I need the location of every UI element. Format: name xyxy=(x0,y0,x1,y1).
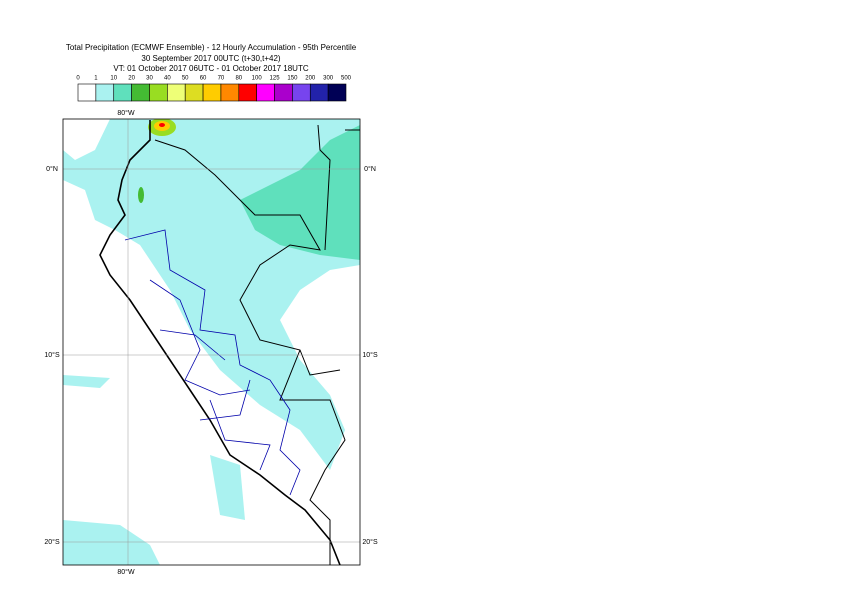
colorbar-box xyxy=(256,83,275,102)
map xyxy=(63,119,360,565)
colorbar-tick-label: 40 xyxy=(164,76,171,82)
colorbar-tick-label: 125 xyxy=(270,76,281,82)
dry-area xyxy=(63,119,110,160)
precip-area xyxy=(138,187,144,203)
subtitle: 30 September 2017 00UTC (t+30,t+42) xyxy=(141,54,281,63)
colorbar-tick-label: 1 xyxy=(94,76,98,82)
precip-area xyxy=(63,375,110,388)
colorbar-box xyxy=(184,83,204,102)
colorbar-tick-label: 80 xyxy=(235,76,242,82)
colorbar-box xyxy=(149,83,168,102)
colorbar-tick-label: 200 xyxy=(305,76,316,82)
colorbar-tick-label: 300 xyxy=(323,76,334,82)
colorbar-box xyxy=(77,83,97,102)
region-border xyxy=(124,229,301,496)
colorbar-box xyxy=(327,83,347,102)
title: Total Precipitation (ECMWF Ensemble) - 1… xyxy=(66,43,357,52)
colorbar-tick-label: 20 xyxy=(128,76,135,82)
lat-label: 20°S xyxy=(44,538,60,546)
coastline xyxy=(99,120,341,565)
colorbar-box xyxy=(309,83,329,102)
precip-area xyxy=(210,455,245,520)
lon-label: 80°W xyxy=(117,109,135,117)
colorbar-box xyxy=(113,83,132,102)
lat-label: 20°S xyxy=(362,538,378,546)
lat-label: 10°S xyxy=(362,351,378,359)
precip-area xyxy=(159,123,165,127)
colorbar-tick-label: 60 xyxy=(200,76,207,82)
valid-time: VT: 01 October 2017 06UTC - 01 October 2… xyxy=(113,64,308,73)
lat-label: 0°N xyxy=(364,165,376,173)
colorbar-tick-label: 70 xyxy=(218,76,225,82)
colorbar-box xyxy=(167,83,186,102)
precip-area xyxy=(240,125,360,260)
colorbar-box xyxy=(220,83,240,102)
colorbar-tick-label: 100 xyxy=(252,76,263,82)
colorbar-tick-label: 30 xyxy=(146,76,153,82)
colorbar-box xyxy=(95,83,115,102)
colorbar-tick-label: 150 xyxy=(287,76,298,82)
lat-label: 0°N xyxy=(46,165,58,173)
colorbar-box xyxy=(292,83,311,102)
colorbar-box xyxy=(238,83,257,102)
colorbar-tick-label: 500 xyxy=(341,76,352,82)
colorbar-tick-label: 50 xyxy=(182,76,189,82)
colorbar-box xyxy=(131,83,150,102)
colorbar-box xyxy=(274,83,293,102)
lat-label: 10°S xyxy=(44,351,60,359)
colorbar-tick-label: 10 xyxy=(110,76,117,82)
lon-label: 80°W xyxy=(117,568,135,576)
colorbar-box xyxy=(202,83,222,102)
border xyxy=(154,124,360,565)
colorbar: 0 1 10 20 30 40 50 60 70 80 100 125 150 200 300 500 xyxy=(76,76,352,102)
precip-area xyxy=(63,520,160,565)
map-frame xyxy=(62,118,361,566)
colorbar-tick-label: 0 xyxy=(76,76,80,82)
